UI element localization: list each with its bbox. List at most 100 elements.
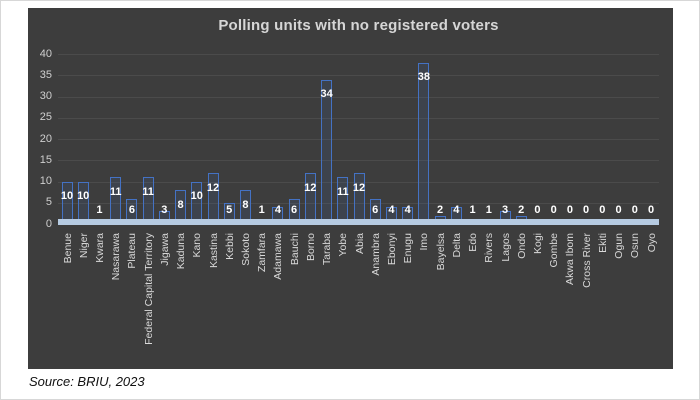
x-axis-category-label: Kastina xyxy=(207,233,220,269)
y-axis-tick-label: 0 xyxy=(45,217,52,230)
x-axis-category-label: Cross River xyxy=(580,233,593,288)
data-label: 34 xyxy=(320,88,333,100)
x-axis-baseline xyxy=(58,219,659,225)
data-label: 11 xyxy=(336,185,349,198)
y-axis-tick-label: 40 xyxy=(39,47,52,60)
data-label: 12 xyxy=(206,181,220,194)
data-label: 0 xyxy=(631,203,638,216)
data-label: 0 xyxy=(615,203,622,216)
data-label: 10 xyxy=(190,190,203,202)
x-axis-category-label: Borno xyxy=(304,233,317,262)
x-axis-category-label: Benue xyxy=(61,233,74,264)
data-label: 11 xyxy=(109,185,122,198)
data-label: 4 xyxy=(388,203,395,216)
x-axis-category-label: Ondo xyxy=(515,233,528,259)
data-label: 38 xyxy=(417,71,431,83)
x-axis-category-label: Federal Capital Territory xyxy=(142,233,155,345)
y-axis-tick-label: 5 xyxy=(45,196,52,209)
data-label: 10 xyxy=(60,190,74,202)
x-axis-category-label: Edo xyxy=(467,233,480,252)
data-label: 10 xyxy=(77,190,90,202)
data-label: 1 xyxy=(485,203,492,216)
x-axis-category-label: Taraba xyxy=(321,233,334,266)
x-axis-category-label: Enugu xyxy=(402,233,415,264)
gridline xyxy=(58,117,659,119)
data-label: 5 xyxy=(226,203,233,216)
y-axis-tick-label: 30 xyxy=(39,90,52,102)
x-axis-category-label: Plateau xyxy=(126,233,139,269)
y-axis-tick-label: 20 xyxy=(39,132,52,145)
data-label: 2 xyxy=(518,203,525,216)
x-axis-category-label: Kano xyxy=(191,233,204,258)
chart-title: Polling units with no registered voters xyxy=(218,17,499,34)
data-label: 4 xyxy=(404,203,411,216)
data-label: 0 xyxy=(647,203,655,216)
gridline xyxy=(58,181,659,183)
bar xyxy=(418,62,430,224)
data-label: 8 xyxy=(177,198,184,211)
y-axis-tick-label: 25 xyxy=(39,111,52,124)
x-axis-category-label: Kebbi xyxy=(223,233,236,260)
x-axis-category-label: Anambra xyxy=(369,233,382,276)
x-axis-category-label: Kwara xyxy=(93,233,106,263)
x-axis-category-label: Zamfara xyxy=(256,233,269,273)
gridline xyxy=(58,160,659,162)
source-note: Source: BRIU, 2023 xyxy=(29,374,145,389)
x-axis-category-label: Adamawa xyxy=(272,233,285,280)
data-label: 0 xyxy=(566,203,573,216)
gridline xyxy=(58,96,659,98)
data-label: 6 xyxy=(128,203,135,216)
bar xyxy=(110,177,122,225)
data-label: 12 xyxy=(304,181,317,194)
gridline xyxy=(58,75,659,77)
x-axis-category-label: Sokoto xyxy=(239,233,252,266)
gridline xyxy=(58,54,659,55)
x-axis-category-label: Rivers xyxy=(483,233,496,263)
x-axis-category-label: Yobe xyxy=(337,233,350,257)
y-axis-tick-label: 35 xyxy=(39,68,52,81)
data-label: 11 xyxy=(142,185,154,198)
data-label: 1 xyxy=(96,203,103,216)
data-label: 6 xyxy=(291,203,298,216)
gridline xyxy=(58,202,659,204)
x-axis-category-label: Ekiti xyxy=(596,233,609,253)
data-label: 3 xyxy=(501,203,509,216)
data-label: 12 xyxy=(352,181,366,194)
x-axis-category-label: Nasarawa xyxy=(110,233,123,281)
data-label: 6 xyxy=(372,203,379,216)
x-axis-category-label: Ogun xyxy=(613,233,625,259)
data-label: 1 xyxy=(469,203,476,216)
x-axis-category-label: Kogi xyxy=(531,233,544,255)
data-label: 1 xyxy=(258,203,265,216)
data-label: 4 xyxy=(453,203,460,216)
y-axis-tick-label: 10 xyxy=(39,175,52,187)
x-axis-category-label: Delta xyxy=(450,233,463,258)
data-label: 0 xyxy=(534,203,541,216)
y-axis-tick-label: 15 xyxy=(39,153,52,166)
data-label: 4 xyxy=(274,203,281,216)
x-axis-category-label: Bauchi xyxy=(288,233,301,266)
x-axis-category-label: Gombe xyxy=(548,233,561,268)
gridline xyxy=(58,139,659,140)
data-label: 2 xyxy=(437,203,444,216)
data-label: 0 xyxy=(583,203,590,216)
data-label: 0 xyxy=(599,203,606,216)
x-axis-category-label: Niger xyxy=(77,233,90,259)
x-axis-category-label: Kaduna xyxy=(175,233,188,270)
x-axis-category-label: Lagos xyxy=(499,233,512,262)
x-axis-category-label: Imo xyxy=(418,233,431,251)
data-label: 0 xyxy=(550,203,557,216)
x-axis-category-label: Akwa Ibom xyxy=(564,233,577,285)
x-axis-category-label: Oyo xyxy=(645,233,658,253)
x-axis-category-label: Osun xyxy=(629,233,642,259)
bar-chart: Polling units with no registered voters … xyxy=(28,8,673,369)
x-axis-category-label: Bayelsa xyxy=(434,233,447,271)
bar xyxy=(321,79,333,224)
bar xyxy=(142,177,154,225)
x-axis-category-label: Jigawa xyxy=(158,233,171,266)
data-label: 3 xyxy=(161,203,168,216)
x-axis-category-label: Abia xyxy=(353,233,366,255)
x-axis-category-label: Ebonyi xyxy=(385,233,398,266)
data-label: 8 xyxy=(242,198,249,211)
